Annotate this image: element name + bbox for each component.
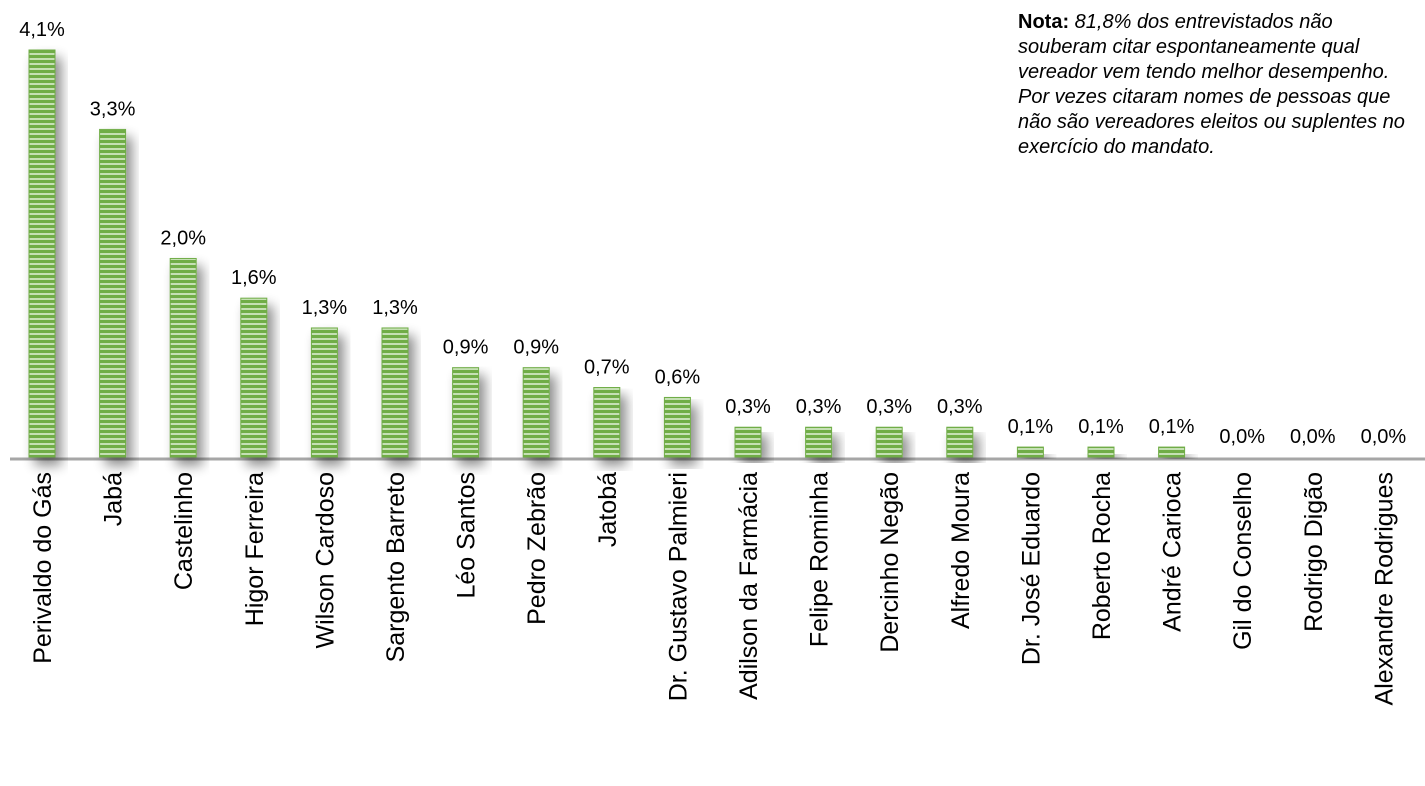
value-label: 1,6% [231,267,277,289]
value-label: 1,3% [372,297,418,319]
value-label: 0,0% [1361,426,1407,448]
value-label: 0,7% [584,357,630,379]
bar [805,426,833,458]
category-label: Roberto Rocha [1088,472,1116,640]
category-label: Adilson da Farmácia [735,472,763,700]
value-label: 3,3% [90,98,136,120]
bar [169,257,197,458]
value-label: 0,6% [655,366,701,388]
bar [99,128,127,458]
value-label: 0,1% [1078,416,1124,438]
category-label: Léo Santos [453,472,481,599]
bar [663,396,691,458]
value-label: 0,3% [725,396,771,418]
category-label: Castelinho [170,472,198,590]
category-label: Alexandre Rodrigues [1370,472,1398,705]
value-label: 2,0% [160,227,206,249]
value-label: 0,3% [796,396,842,418]
value-label: 0,0% [1290,426,1336,448]
bar [28,49,56,458]
note: Nota: 81,8% dos entrevistados não souber… [1018,10,1418,160]
bar [593,387,621,458]
bar [1016,446,1044,458]
category-label: Jatobá [594,472,622,547]
note-label: Nota: [1018,11,1070,33]
bar [310,327,338,458]
bar [522,367,550,458]
category-label: Jabá [100,472,128,526]
category-label: Dr. Gustavo Palmieri [664,472,692,701]
bar [240,297,268,458]
note-text: 81,8% dos entrevistados não souberam cit… [1018,11,1405,158]
bar [946,426,974,458]
bar [1087,446,1115,458]
bar [452,367,480,458]
value-label: 0,9% [513,337,559,359]
value-label: 1,3% [302,297,348,319]
category-label: André Carioca [1159,472,1187,632]
category-label: Higor Ferreira [241,472,269,626]
category-label: Dr. José Eduardo [1017,472,1045,665]
category-label: Wilson Cardoso [311,472,339,648]
category-label: Gil do Conselho [1229,472,1257,650]
value-label: 0,1% [1149,416,1195,438]
category-label: Sargento Barreto [382,472,410,662]
category-label: Perivaldo do Gás [29,472,57,664]
category-label: Felipe Rominha [806,472,834,647]
category-label: Pedro Zebrão [523,472,551,625]
value-label: 0,3% [866,396,912,418]
bar [734,426,762,458]
value-label: 4,1% [19,19,65,41]
value-label: 0,0% [1219,426,1265,448]
bar [381,327,409,458]
value-label: 0,1% [1008,416,1054,438]
category-label: Rodrigo Digão [1300,472,1328,632]
category-label: Dercinho Negão [876,472,904,653]
value-label: 0,9% [443,337,489,359]
bar [875,426,903,458]
value-label: 0,3% [937,396,983,418]
category-label: Alfredo Moura [947,472,975,629]
bar [1158,446,1186,458]
